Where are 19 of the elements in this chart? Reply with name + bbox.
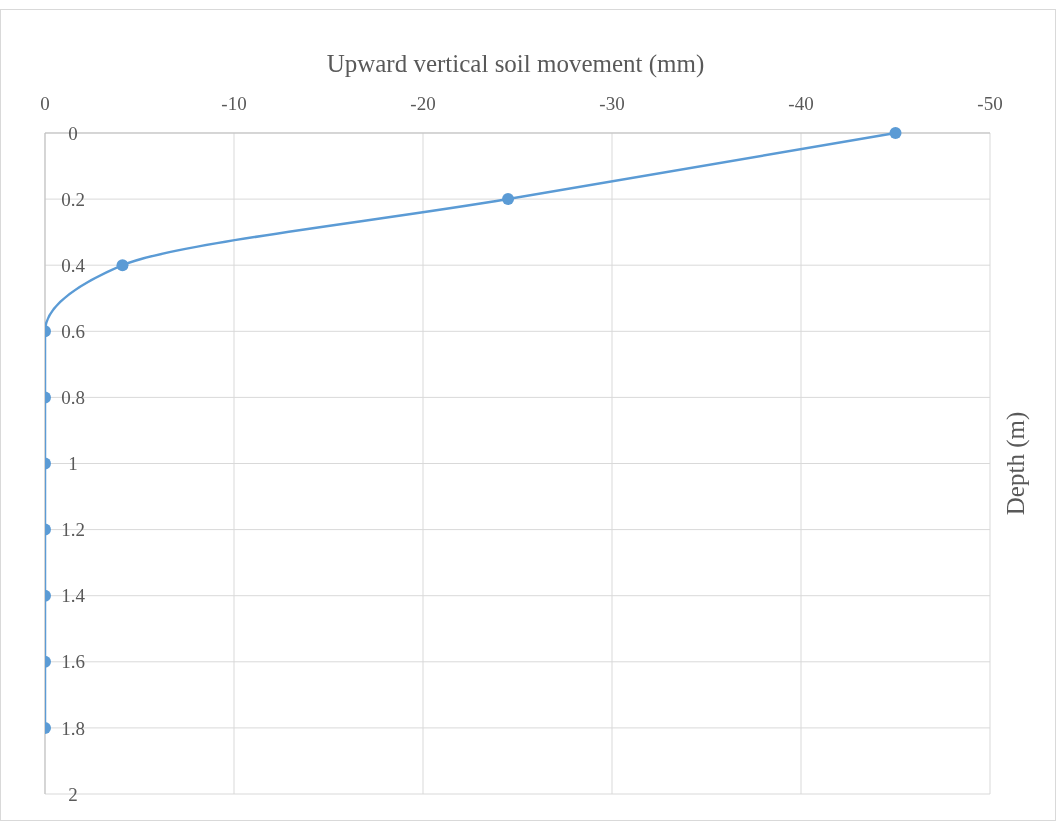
y-tick-label: 1.2 bbox=[61, 519, 85, 541]
y-tick-label: 0 bbox=[68, 122, 78, 144]
x-tick-label: -40 bbox=[788, 93, 814, 114]
y-tick-label: 0.6 bbox=[61, 320, 85, 342]
y-tick-label: 2 bbox=[68, 783, 78, 805]
x-tick-label: -10 bbox=[221, 93, 247, 114]
y-tick-label: 0.4 bbox=[61, 254, 86, 276]
y-tick-label: 0.8 bbox=[61, 387, 85, 409]
y-tick-label: 1.6 bbox=[61, 651, 85, 673]
y-axis-title: Depth (m) bbox=[1002, 411, 1030, 516]
x-tick-label: -50 bbox=[977, 93, 1003, 114]
y-tick-label: 1.8 bbox=[61, 717, 85, 739]
x-axis-title: Upward vertical soil movement (mm) bbox=[326, 50, 705, 78]
y-tick-label: 1.4 bbox=[61, 585, 86, 607]
x-tick-label: -30 bbox=[599, 93, 625, 114]
x-tick-label: -20 bbox=[410, 93, 436, 114]
x-tick-label: 0 bbox=[40, 93, 50, 114]
y-tick-label: 1 bbox=[68, 453, 78, 475]
y-tick-label: 0.2 bbox=[61, 188, 85, 210]
